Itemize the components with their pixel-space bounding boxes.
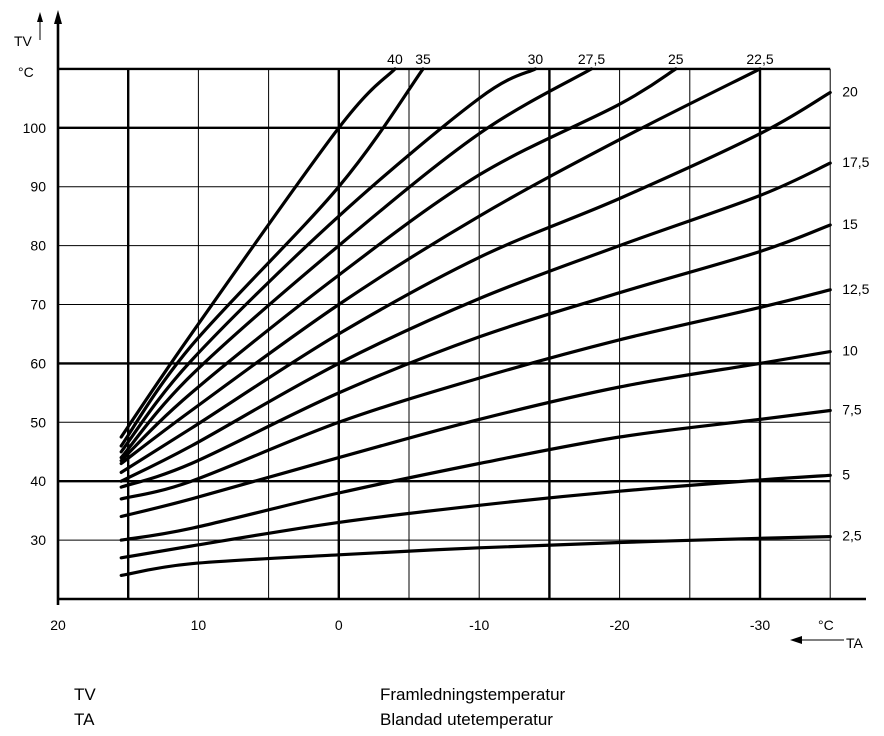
axis-titles: TV °C °C TA [14, 33, 864, 651]
heating-curve-17-5 [119, 161, 832, 483]
heating-curve-35 [119, 67, 425, 448]
y-tick-label: 70 [30, 297, 46, 313]
heating-curves [119, 67, 832, 577]
curve-label: 40 [387, 51, 403, 67]
heating-curve-5 [119, 473, 832, 560]
y-tick-label: 30 [30, 532, 46, 548]
legend-description: Blandad utetemperatur [380, 710, 553, 729]
heating-curve-40 [119, 67, 397, 439]
heating-curve-27-5 [119, 67, 594, 460]
y-tick-label: 90 [30, 179, 46, 195]
y-tick-label: 40 [30, 473, 46, 489]
legend-description: Framledningstemperatur [380, 685, 566, 704]
curve-label: 27,5 [578, 51, 605, 67]
x-axis-unit: °C [818, 617, 834, 633]
x-axis-symbol-arrow-head [790, 636, 802, 644]
heating-curve-22-5 [119, 67, 762, 466]
heating-curve-30 [119, 67, 537, 454]
legend-abbr: TV [74, 685, 96, 704]
x-tick-label: -30 [750, 617, 770, 633]
y-tick-label: 80 [30, 238, 46, 254]
curve-label: 20 [842, 83, 858, 99]
x-axis-symbol: TA [846, 635, 864, 651]
curve-label: 10 [842, 343, 858, 359]
heating-curve-7-5 [119, 408, 832, 542]
heating-curve-15 [119, 223, 832, 489]
x-tick-label: 20 [50, 617, 66, 633]
curve-label: 35 [415, 51, 431, 67]
curve-label: 12,5 [842, 281, 869, 297]
grid [58, 67, 831, 599]
y-tick-label: 100 [23, 120, 47, 136]
curve-label: 2,5 [842, 528, 862, 544]
curve-label: 25 [668, 51, 684, 67]
curve-label: 15 [842, 216, 858, 232]
curve-label: 5 [842, 466, 850, 482]
curve-label: 22,5 [746, 51, 773, 67]
y-tick-label: 60 [30, 355, 46, 371]
axes [37, 10, 866, 644]
y-axis-symbol: TV [14, 33, 33, 49]
curve-label: 7,5 [842, 402, 862, 418]
x-tick-label: -20 [609, 617, 629, 633]
x-tick-label: 0 [335, 617, 343, 633]
y-axis-arrow [54, 10, 62, 24]
legend-abbr: TA [74, 710, 95, 729]
heating-curve-20 [119, 90, 832, 474]
x-tick-label: 10 [191, 617, 207, 633]
heating-curve-12-5 [119, 288, 832, 501]
curve-labels: 2,5 5 7,5 10 12,5 15 17,5 20 22,5 25 27,5 30 35 40 [387, 51, 869, 544]
heating-curve-2-5 [119, 535, 832, 577]
heating-curve-10 [119, 350, 832, 519]
y-tick-label: 50 [30, 414, 46, 430]
y-axis-unit: °C [18, 64, 34, 80]
curve-label: 30 [528, 51, 544, 67]
curve-label: 17,5 [842, 154, 869, 170]
heating-curve-25 [119, 67, 678, 463]
y-axis-symbol-arrow-head [37, 12, 43, 22]
x-tick-label: -10 [469, 617, 489, 633]
